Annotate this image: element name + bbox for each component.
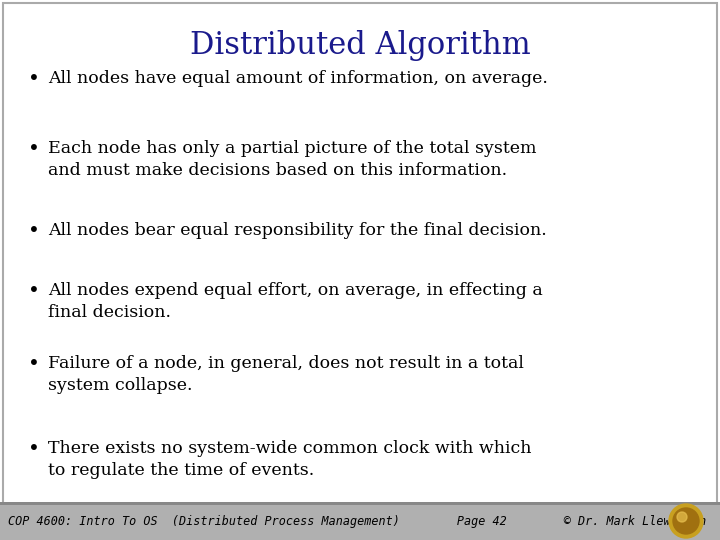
Text: •: • bbox=[28, 140, 40, 159]
Circle shape bbox=[673, 508, 699, 534]
Bar bbox=[0, 502, 720, 540]
Text: •: • bbox=[28, 70, 40, 89]
Text: •: • bbox=[28, 355, 40, 374]
Text: Failure of a node, in general, does not result in a total
system collapse.: Failure of a node, in general, does not … bbox=[48, 355, 524, 394]
Text: •: • bbox=[28, 282, 40, 301]
Text: All nodes bear equal responsibility for the final decision.: All nodes bear equal responsibility for … bbox=[48, 222, 546, 239]
Text: •: • bbox=[28, 440, 40, 459]
Text: COP 4600: Intro To OS  (Distributed Process Management)        Page 42        © : COP 4600: Intro To OS (Distributed Proce… bbox=[8, 515, 706, 528]
Circle shape bbox=[669, 504, 703, 538]
Text: All nodes expend equal effort, on average, in effecting a
final decision.: All nodes expend equal effort, on averag… bbox=[48, 282, 543, 321]
Bar bbox=[0, 502, 720, 505]
Text: Distributed Algorithm: Distributed Algorithm bbox=[189, 30, 531, 61]
Text: •: • bbox=[28, 222, 40, 241]
Text: Each node has only a partial picture of the total system
and must make decisions: Each node has only a partial picture of … bbox=[48, 140, 536, 179]
Circle shape bbox=[677, 512, 687, 522]
Text: There exists no system-wide common clock with which
to regulate the time of even: There exists no system-wide common clock… bbox=[48, 440, 531, 478]
Text: All nodes have equal amount of information, on average.: All nodes have equal amount of informati… bbox=[48, 70, 548, 87]
